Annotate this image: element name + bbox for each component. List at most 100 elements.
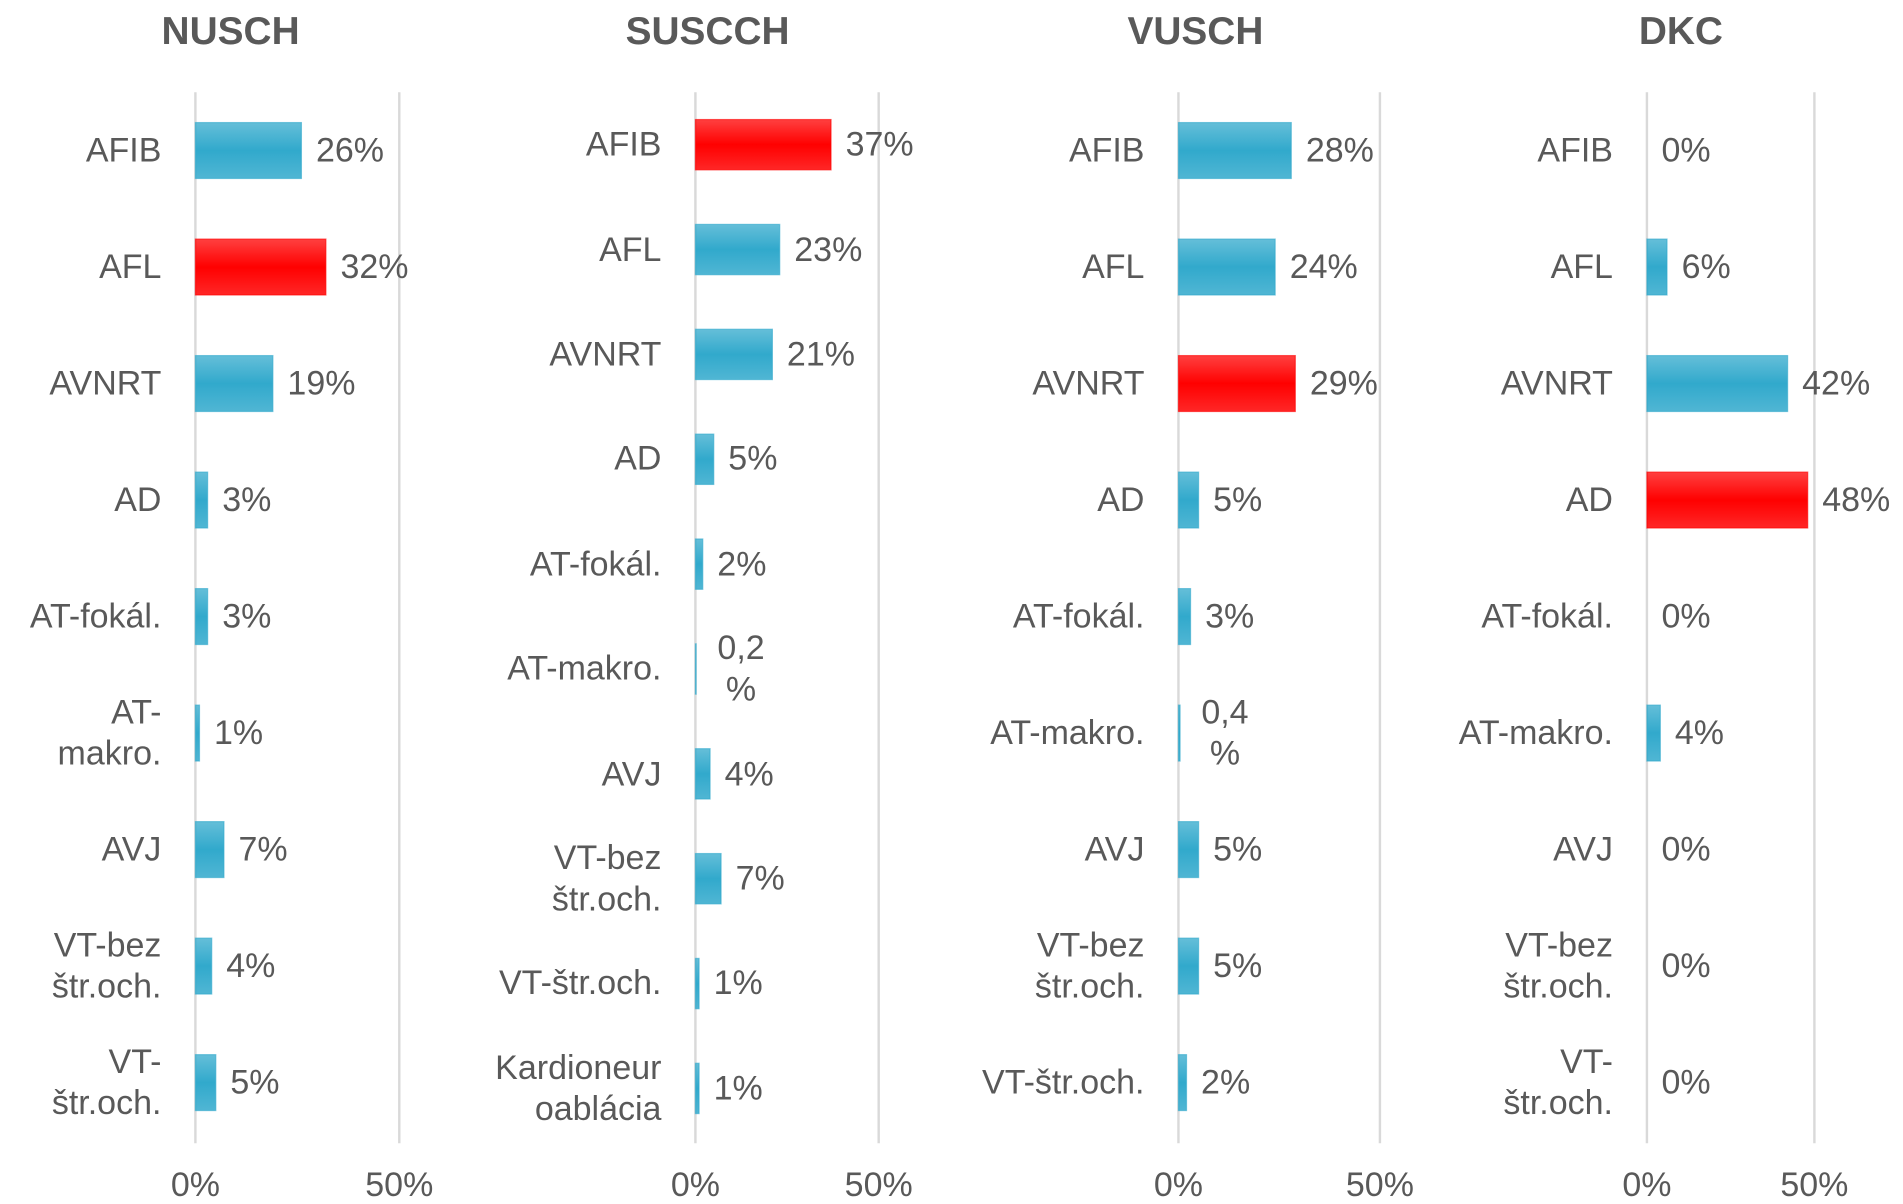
bar bbox=[694, 643, 697, 695]
y-tick-label: AT-fokál. bbox=[529, 544, 662, 583]
y-tick-label: VT-bez štr.och. bbox=[551, 838, 662, 918]
y-tick-label: VT-bez štr.och. bbox=[51, 926, 162, 1005]
bar bbox=[194, 471, 209, 529]
y-tick-label-box: AVNRT bbox=[1032, 364, 1145, 402]
y-tick-label: VT-bez štr.och. bbox=[1034, 926, 1145, 1005]
y-tick-label: AT-makro. bbox=[507, 649, 662, 688]
bar bbox=[1177, 937, 1200, 995]
y-tick-label: VT-štr.och. bbox=[51, 1042, 162, 1122]
y-tick-label-box: AVJ bbox=[601, 754, 662, 793]
y-tick-label-box: AD bbox=[614, 440, 661, 478]
data-label: 6% bbox=[1681, 247, 1731, 286]
data-label: 28% bbox=[1305, 131, 1374, 169]
bar bbox=[194, 121, 303, 180]
data-label: 5% bbox=[728, 439, 778, 478]
y-tick-label: AT-makro. bbox=[1458, 713, 1613, 752]
y-tick-label: AVNRT bbox=[49, 364, 162, 402]
y-tick-label: AVJ bbox=[101, 830, 162, 868]
data-label: 1% bbox=[214, 713, 264, 752]
x-tick-label: 50% bbox=[845, 1166, 913, 1204]
data-label-box: 5% bbox=[1213, 480, 1263, 519]
y-tick-label: VT-štr.och. bbox=[982, 1063, 1145, 1101]
y-tick-label-box: AFIB bbox=[1069, 131, 1145, 169]
data-label-box: 0% bbox=[1661, 597, 1710, 635]
y-tick-label-box: AT-fokál. bbox=[1012, 597, 1145, 635]
bar bbox=[694, 1062, 700, 1115]
data-label: 3% bbox=[1205, 597, 1255, 635]
y-tick-label-box: AD bbox=[114, 481, 161, 519]
data-label-box: 5% bbox=[230, 1063, 279, 1101]
data-label: 7% bbox=[238, 830, 288, 868]
data-label: 26% bbox=[315, 131, 385, 169]
x-tick-label: 50% bbox=[1346, 1166, 1414, 1204]
data-label-box: 3% bbox=[222, 481, 271, 519]
y-tick-label: AVJ bbox=[601, 754, 662, 793]
y-tick-label-box: AVNRT bbox=[549, 335, 661, 373]
data-label-box: 0,2 % bbox=[717, 628, 765, 708]
y-tick-label: AT-fokál. bbox=[1012, 597, 1145, 635]
data-label-box: 3% bbox=[222, 597, 271, 635]
y-tick-label-box: AT-fokál. bbox=[529, 544, 662, 583]
y-tick-label-box: VT-bez štr.och. bbox=[551, 838, 662, 918]
y-tick-label: AT-makro. bbox=[990, 713, 1145, 752]
y-tick-label-box: VT-štr.och. bbox=[982, 1063, 1145, 1101]
data-label-box: 1% bbox=[214, 713, 264, 752]
data-label: 5% bbox=[1213, 946, 1263, 985]
data-label-box: 24% bbox=[1289, 247, 1358, 286]
y-tick-label: Kardioneuroablácia bbox=[495, 1048, 662, 1128]
y-tick-label-box: AT-makro. bbox=[58, 693, 162, 772]
data-label-box: 0% bbox=[1661, 830, 1710, 868]
y-tick-label: AFL bbox=[99, 247, 162, 286]
y-tick-label: AFL bbox=[599, 230, 662, 268]
bar bbox=[1177, 1054, 1188, 1112]
data-label: 0,2 % bbox=[717, 628, 765, 708]
bar bbox=[194, 1054, 217, 1112]
data-label: 5% bbox=[1213, 480, 1263, 519]
y-tick-label: AFIB bbox=[585, 125, 662, 163]
y-tick-label-box: VT-bez štr.och. bbox=[1034, 926, 1145, 1005]
data-label-box: 23% bbox=[794, 230, 863, 268]
data-label-box: 2% bbox=[1201, 1063, 1250, 1101]
data-label: 0% bbox=[1661, 131, 1711, 169]
data-label: 24% bbox=[1289, 247, 1358, 286]
data-label: 7% bbox=[735, 859, 785, 897]
bar bbox=[194, 704, 201, 762]
y-tick-label-box: AVNRT bbox=[1500, 364, 1613, 402]
y-tick-label-box: VT-bez štr.och. bbox=[1503, 926, 1613, 1005]
y-tick-label-box: AVJ bbox=[1085, 830, 1145, 868]
y-tick-label-box: AT-makro. bbox=[1458, 713, 1613, 752]
y-tick-label: VT-štr.och. bbox=[1503, 1042, 1613, 1122]
bar bbox=[694, 433, 715, 486]
chart-title: SUSCCH bbox=[626, 10, 790, 53]
y-tick-label: AVNRT bbox=[1032, 364, 1145, 402]
data-label-box: 5% bbox=[1213, 830, 1262, 868]
y-tick-label-box: AFIB bbox=[585, 125, 662, 163]
data-label: 0% bbox=[1661, 946, 1711, 985]
bar bbox=[194, 587, 209, 646]
bar bbox=[1177, 704, 1181, 762]
y-tick-label: AFIB bbox=[85, 131, 162, 169]
bar bbox=[694, 538, 704, 590]
x-tick-label: 0% bbox=[1154, 1166, 1203, 1204]
bar bbox=[194, 937, 213, 995]
y-tick-label-box: VT-štr.och. bbox=[499, 964, 661, 1002]
y-tick-label: AVNRT bbox=[1500, 364, 1613, 402]
data-label: 29% bbox=[1309, 364, 1378, 402]
data-label-box: 0% bbox=[1661, 1063, 1710, 1101]
y-tick-label-box: AFIB bbox=[1537, 131, 1613, 169]
bar bbox=[1177, 354, 1296, 413]
y-tick-label-box: VT-štr.och. bbox=[1503, 1042, 1613, 1122]
data-label: 1% bbox=[713, 1068, 763, 1107]
bar bbox=[1646, 704, 1661, 762]
data-label-box: 28% bbox=[1305, 131, 1374, 169]
y-tick-label-box: AFL bbox=[99, 247, 162, 286]
bar bbox=[694, 118, 832, 171]
data-label: 32% bbox=[340, 247, 409, 286]
y-tick-label-box: AFL bbox=[599, 230, 662, 268]
bar bbox=[1177, 238, 1276, 296]
data-label-box: 7% bbox=[735, 859, 785, 897]
data-label: 23% bbox=[794, 230, 863, 268]
x-tick-label: 50% bbox=[1780, 1166, 1848, 1204]
data-label-box: 29% bbox=[1309, 364, 1378, 402]
y-tick-label-box: AT-makro. bbox=[990, 713, 1145, 752]
